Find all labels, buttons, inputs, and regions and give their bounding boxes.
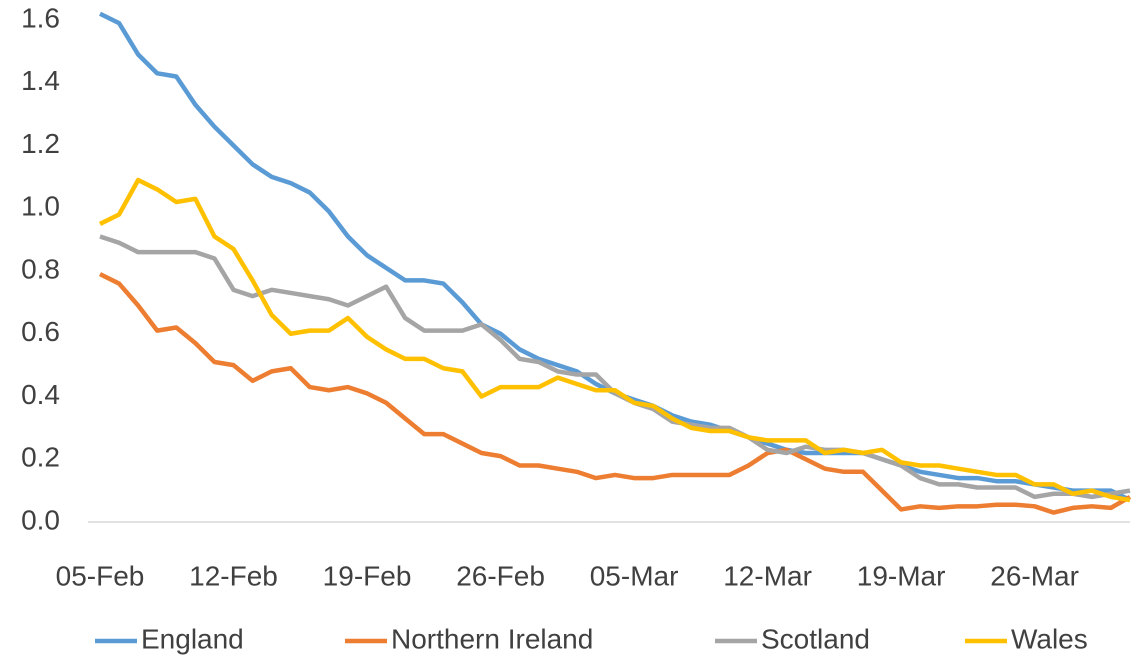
y-tick-label: 0.0 xyxy=(21,504,60,535)
y-tick-label: 1.0 xyxy=(21,191,60,222)
x-tick-label: 19-Mar xyxy=(857,560,946,591)
x-tick-label: 26-Feb xyxy=(456,560,545,591)
x-tick-label: 05-Feb xyxy=(56,560,145,591)
legend-label: Northern Ireland xyxy=(391,623,593,654)
y-tick-label: 1.2 xyxy=(21,128,60,159)
legend-label: Wales xyxy=(1011,623,1088,654)
y-tick-label: 0.8 xyxy=(21,253,60,284)
y-tick-label: 0.4 xyxy=(21,379,60,410)
line-series xyxy=(99,11,1131,503)
y-tick-label: 1.4 xyxy=(21,65,60,96)
legend-label: England xyxy=(141,623,244,654)
line-series xyxy=(99,177,1131,503)
y-tick-label: 1.6 xyxy=(21,2,60,33)
line-series xyxy=(99,272,1132,515)
x-tick-label: 19-Feb xyxy=(323,560,412,591)
x-tick-label: 26-Mar xyxy=(990,560,1079,591)
x-tick-label: 12-Mar xyxy=(723,560,812,591)
y-tick-label: 0.2 xyxy=(21,442,60,473)
x-tick-label: 05-Mar xyxy=(590,560,679,591)
y-tick-label: 0.6 xyxy=(21,316,60,347)
legend-label: Scotland xyxy=(761,623,870,654)
line-series xyxy=(99,234,1131,500)
x-tick-label: 12-Feb xyxy=(189,560,278,591)
